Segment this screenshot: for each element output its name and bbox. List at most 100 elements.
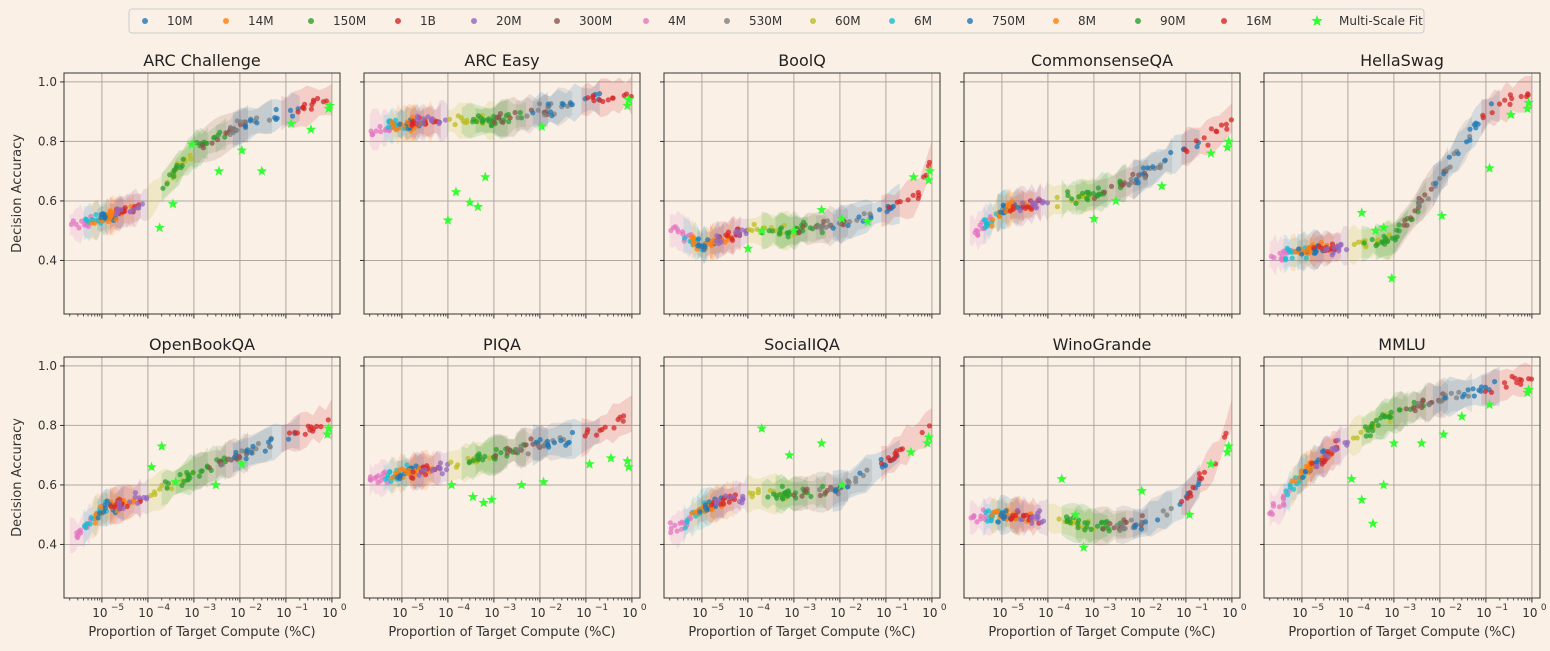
- point-20M: [139, 201, 145, 207]
- panel-title: OpenBookQA: [149, 335, 255, 354]
- point-1B: [621, 413, 627, 419]
- point-1B: [1509, 95, 1515, 102]
- band-4M: [69, 204, 92, 244]
- point-530M: [565, 103, 571, 109]
- point-20M: [435, 464, 441, 470]
- band-60M: [1347, 219, 1394, 266]
- x-tick-label: 10: [92, 606, 107, 620]
- point-1B: [597, 427, 603, 433]
- point-150M: [215, 132, 221, 138]
- fit-star: [836, 479, 847, 490]
- panel-points: [968, 430, 1229, 534]
- point-750M: [1455, 151, 1461, 157]
- band-750M: [1432, 366, 1500, 418]
- point-530M: [1122, 525, 1128, 532]
- fit-star: [1378, 479, 1389, 490]
- point-750M: [1471, 393, 1477, 399]
- point-1B: [1187, 490, 1193, 496]
- point-750M: [1150, 164, 1156, 170]
- point-1B: [610, 95, 616, 101]
- point-750M: [262, 448, 268, 454]
- x-tick-exponent: −2: [1449, 603, 1462, 613]
- point-300M: [799, 493, 805, 499]
- point-1B: [919, 429, 925, 436]
- point-750M: [268, 436, 274, 442]
- point-60M: [159, 482, 165, 489]
- point-20M: [120, 505, 126, 511]
- point-20M: [136, 495, 142, 501]
- x-tick-label: 10: [322, 606, 337, 620]
- point-16M: [410, 475, 416, 481]
- point-530M: [525, 451, 531, 457]
- point-4M: [668, 525, 674, 531]
- point-300M: [1408, 215, 1414, 221]
- panel-points: [68, 95, 329, 231]
- point-1B: [1190, 484, 1196, 491]
- point-150M: [1073, 200, 1079, 206]
- point-150M: [1383, 235, 1389, 241]
- band-750M: [232, 92, 300, 149]
- x-tick-label: 10: [1222, 606, 1237, 620]
- x-tick-label: 10: [576, 606, 591, 620]
- point-6M: [682, 525, 688, 531]
- fit-star: [1367, 518, 1379, 529]
- point-300M: [209, 140, 215, 146]
- point-300M: [1404, 222, 1410, 228]
- point-6M: [1283, 488, 1289, 494]
- fit-star: [788, 225, 800, 236]
- x-tick-label: 10: [692, 606, 707, 620]
- point-530M: [1465, 393, 1471, 399]
- point-1B: [1525, 91, 1531, 97]
- point-90M: [1375, 422, 1381, 428]
- point-530M: [524, 113, 530, 119]
- point-16M: [726, 499, 732, 505]
- fit-star: [924, 165, 935, 176]
- point-8M: [989, 223, 995, 229]
- panel-frame: [663, 356, 941, 599]
- point-1B: [597, 97, 603, 103]
- fit-star: [1388, 437, 1400, 448]
- point-530M: [1416, 199, 1423, 205]
- panel-arc-easy: ARC Easy: [360, 51, 641, 319]
- point-90M: [1367, 433, 1373, 439]
- point-750M: [1470, 386, 1476, 392]
- panel-title: HellaSwag: [1360, 51, 1444, 70]
- point-20M: [425, 114, 431, 120]
- legend-label: 4M: [668, 14, 686, 28]
- point-8M: [990, 217, 996, 223]
- point-1B: [585, 95, 591, 101]
- point-1B: [308, 106, 314, 112]
- point-150M: [1381, 413, 1387, 419]
- point-530M: [266, 117, 272, 123]
- point-90M: [177, 472, 183, 478]
- point-8M: [689, 234, 695, 240]
- point-90M: [171, 173, 177, 180]
- point-20M: [132, 490, 138, 496]
- point-750M: [1195, 481, 1201, 488]
- point-300M: [1139, 513, 1145, 519]
- point-6M: [1284, 245, 1290, 251]
- legend-dot-icon: [308, 18, 314, 24]
- point-1B: [1201, 469, 1208, 475]
- point-300M: [1108, 183, 1115, 189]
- point-1B: [1489, 110, 1495, 116]
- fit-star: [478, 497, 489, 508]
- panel-points: [367, 413, 627, 486]
- x-tick-exponent: 0: [341, 603, 347, 613]
- fit-star: [623, 461, 634, 472]
- fit-star: [923, 431, 934, 442]
- panel-piqa: PIQA 10 −5 10 −4 10 −3 10 −2 10 −1 10 0 Proportion of…: [360, 335, 647, 640]
- point-530M: [1448, 390, 1454, 396]
- point-1B: [1503, 384, 1509, 390]
- point-750M: [243, 456, 249, 462]
- point-20M: [114, 206, 120, 212]
- band-750M: [1132, 464, 1200, 540]
- point-8M: [1292, 478, 1298, 484]
- y-tick-label: 0.6: [38, 194, 57, 208]
- point-750M: [1464, 139, 1470, 145]
- x-tick-exponent: −4: [157, 603, 171, 613]
- point-20M: [131, 206, 137, 212]
- panel-fit-stars: [742, 165, 935, 253]
- point-16M: [1319, 457, 1325, 463]
